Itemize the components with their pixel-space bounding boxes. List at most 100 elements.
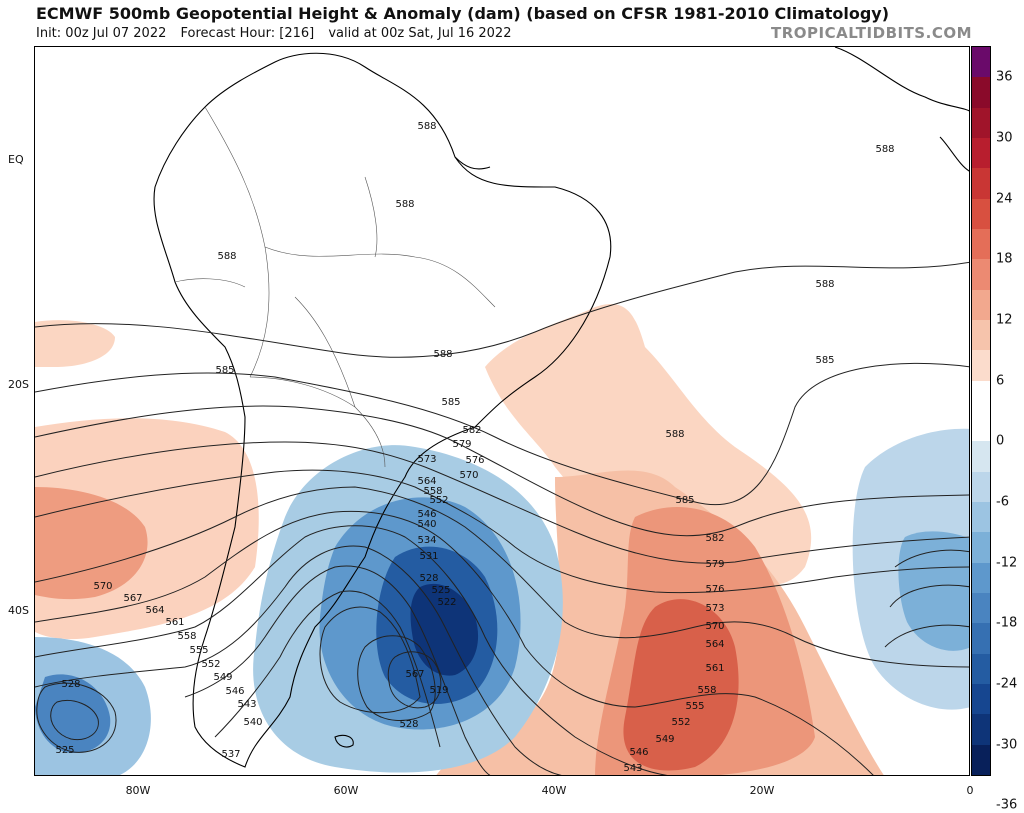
pos-anomaly-pacific-north bbox=[35, 320, 115, 367]
contour-522 bbox=[387, 651, 442, 709]
africa-coast bbox=[834, 47, 969, 172]
colorbar-segment bbox=[972, 502, 990, 533]
pos-anomaly-south-atlantic-max bbox=[623, 599, 739, 771]
contour-label: 540 bbox=[243, 717, 262, 728]
colorbar-segment bbox=[972, 380, 990, 412]
colorbar-segment bbox=[972, 47, 990, 78]
contour-label: 546 bbox=[629, 747, 648, 758]
border-line bbox=[204, 106, 270, 378]
contour-label: 570 bbox=[459, 470, 478, 481]
colorbar-segment bbox=[972, 77, 990, 109]
contour-552 bbox=[35, 545, 562, 775]
contour-label: 525 bbox=[55, 745, 74, 756]
colorbar-segment bbox=[972, 471, 990, 503]
contour-label: 522 bbox=[437, 597, 456, 608]
colorbar-label: -12 bbox=[996, 555, 1018, 571]
brand-watermark: TROPICALTIDBITS.COM bbox=[771, 24, 972, 42]
contour-585 bbox=[35, 362, 969, 506]
contour-label: 585 bbox=[675, 495, 694, 506]
amazon-delta bbox=[454, 156, 491, 170]
contour-label: 588 bbox=[217, 251, 236, 262]
colorbar-label: 30 bbox=[996, 130, 1013, 146]
contour-label: 567 bbox=[405, 669, 424, 680]
neg-anomaly-southeast-atlantic-core bbox=[898, 531, 969, 651]
contour-label: 555 bbox=[189, 645, 208, 656]
colorbar-segment bbox=[972, 532, 990, 564]
colorbar-label: -24 bbox=[996, 676, 1018, 692]
contour-label: 576 bbox=[465, 455, 484, 466]
map-canvas: 588 588 588 588 588 588 588 585 585 585 585 582 582 5… bbox=[35, 47, 969, 775]
contour-label: 534 bbox=[417, 535, 436, 546]
contour-label: 528 bbox=[61, 679, 80, 690]
contour-label: 588 bbox=[433, 349, 452, 360]
lon-label: 40W bbox=[541, 784, 567, 797]
contour-label: 573 bbox=[705, 603, 724, 614]
contour-label: 564 bbox=[705, 639, 724, 650]
colorbar-label: 18 bbox=[996, 251, 1013, 267]
contour-label: 570 bbox=[705, 621, 724, 632]
contour-label: 528 bbox=[399, 719, 418, 730]
map-panel: 588 588 588 588 588 588 588 585 585 585 585 582 582 5… bbox=[34, 46, 970, 776]
border-line bbox=[264, 246, 496, 308]
contour-label: 552 bbox=[201, 659, 220, 670]
contour-label: 579 bbox=[452, 439, 471, 450]
colorbar-segment bbox=[972, 320, 990, 351]
contour-label: 552 bbox=[671, 717, 690, 728]
contour-546 bbox=[184, 565, 491, 775]
colorbar-label: -36 bbox=[996, 797, 1018, 813]
contour-label: 558 bbox=[177, 631, 196, 642]
contour-label: 585 bbox=[441, 397, 460, 408]
contour-label: 573 bbox=[417, 454, 436, 465]
colorbar-label: -18 bbox=[996, 615, 1018, 631]
contour-label: 564 bbox=[417, 476, 436, 487]
map-subtitle: Init: 00z Jul 07 2022 Forecast Hour: [21… bbox=[36, 26, 521, 41]
contour-label: 555 bbox=[685, 701, 704, 712]
neg-anomaly-argentina-max bbox=[410, 583, 479, 676]
contour-label: 570 bbox=[93, 581, 112, 592]
colorbar-label: 24 bbox=[996, 191, 1013, 207]
border-line bbox=[294, 296, 356, 408]
colorbar-segment bbox=[972, 714, 990, 746]
contour-label: 549 bbox=[213, 672, 232, 683]
contour-label: 585 bbox=[815, 355, 834, 366]
colorbar-label: -30 bbox=[996, 737, 1018, 753]
colorbar-segment bbox=[972, 653, 990, 685]
lat-label: 20S bbox=[8, 378, 29, 391]
colorbar-label: -6 bbox=[996, 494, 1009, 510]
colorbar-segment bbox=[972, 289, 990, 321]
colorbar-segment bbox=[972, 562, 990, 594]
colorbar-segment bbox=[972, 441, 990, 473]
contour-label: 564 bbox=[145, 605, 164, 616]
contour-label: 519 bbox=[429, 685, 448, 696]
border-line bbox=[364, 176, 378, 258]
colorbar-segment bbox=[972, 259, 990, 291]
colorbar-segment bbox=[972, 744, 990, 776]
contour-label: 588 bbox=[665, 429, 684, 440]
lat-label: EQ bbox=[8, 153, 24, 166]
contour-label: 543 bbox=[623, 763, 642, 774]
contour-label: 588 bbox=[875, 144, 894, 155]
colorbar-segment bbox=[972, 623, 990, 655]
contour-label: 540 bbox=[417, 519, 436, 530]
contour-label: 588 bbox=[395, 199, 414, 210]
pos-anomaly-southeast-pacific-core bbox=[35, 487, 148, 600]
contour-label: 552 bbox=[429, 495, 448, 506]
falkland-islands bbox=[334, 734, 354, 748]
colorbar-segment bbox=[972, 350, 990, 382]
contour-528-pacific bbox=[36, 682, 117, 753]
contour-label: 567 bbox=[123, 593, 142, 604]
lon-label: 0 bbox=[966, 784, 974, 797]
contour-label: 546 bbox=[417, 509, 436, 520]
contour-label: 561 bbox=[165, 617, 184, 628]
contour-label: 585 bbox=[215, 365, 234, 376]
colorbar-segment bbox=[972, 593, 990, 624]
contour-564 bbox=[35, 510, 874, 775]
colorbar-segment bbox=[972, 229, 990, 260]
contour-label: 558 bbox=[423, 486, 442, 497]
contour-label: 579 bbox=[705, 559, 724, 570]
lat-label: 40S bbox=[8, 604, 29, 617]
contour-label: 558 bbox=[697, 685, 716, 696]
neg-anomaly-southeast-pacific-core bbox=[35, 674, 111, 753]
colorbar-label: 36 bbox=[996, 69, 1013, 85]
valid-time: valid at 00z Sat, Jul 16 2022 bbox=[328, 26, 512, 41]
